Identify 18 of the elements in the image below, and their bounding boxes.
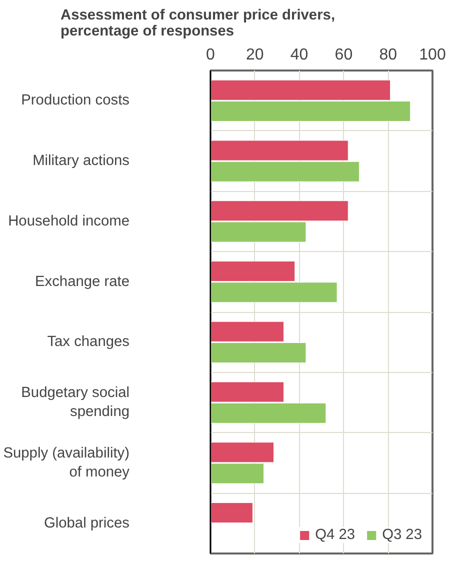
legend-label: Q4 23 — [315, 527, 356, 543]
y-tick-label: Global prices — [44, 515, 130, 532]
x-tick-label: 100 — [419, 46, 446, 64]
x-tick-label: 80 — [379, 46, 398, 64]
legend-label: Q3 23 — [382, 527, 422, 543]
y-tick-label: Budgetary social spending — [21, 384, 130, 420]
x-tick-label: 60 — [334, 46, 353, 64]
y-tick-label: Household income — [8, 213, 130, 230]
x-tick-label: 0 — [206, 46, 216, 64]
x-tick-label: 40 — [290, 46, 308, 64]
y-tick-label: Tax changes — [47, 334, 130, 350]
y-tick-label: Exchange rate — [34, 274, 130, 290]
y-tick-label: Military actions — [32, 153, 130, 170]
bar — [210, 502, 253, 524]
chart-title: Assessment of consumer price drivers, percentage of responses — [60, 8, 336, 40]
x-tick-label: 20 — [246, 46, 264, 64]
y-tick-label: Supply (availability) of money — [3, 445, 130, 481]
y-tick-label: Production costs — [21, 92, 130, 109]
